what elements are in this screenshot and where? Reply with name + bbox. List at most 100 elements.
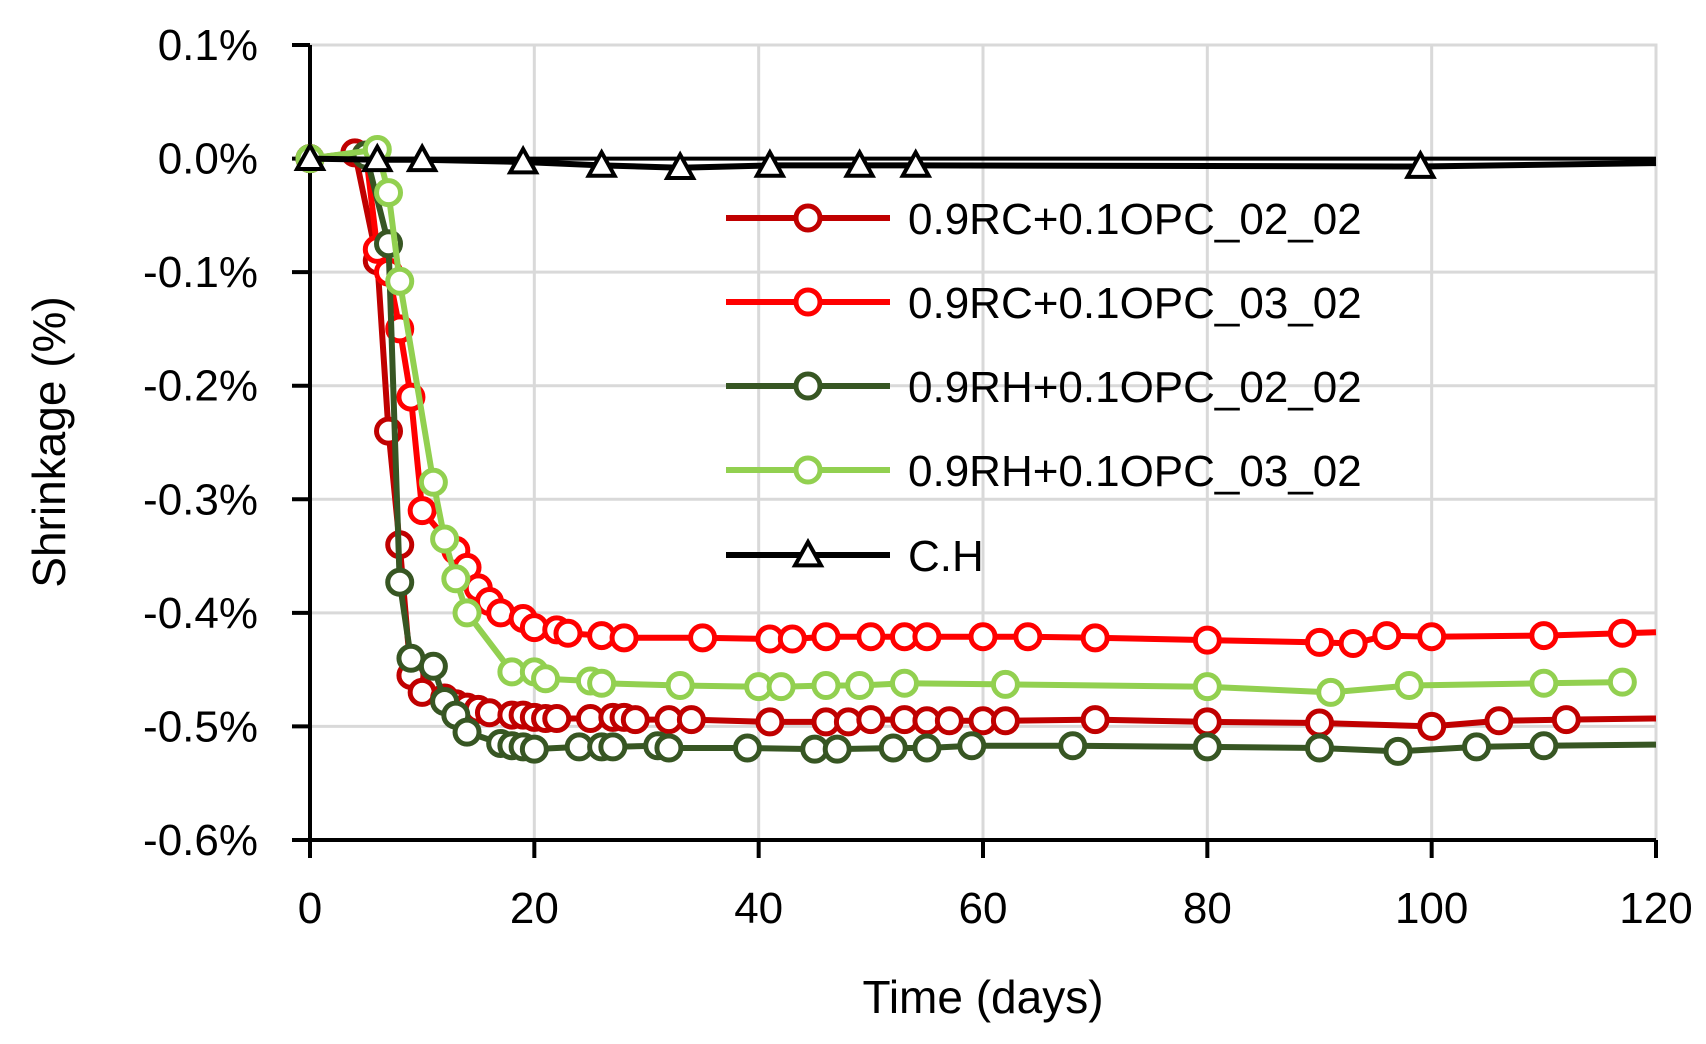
series-3 [295,140,1657,766]
data-point [1316,677,1346,707]
y-axis-title: Shrinkage (%) [23,296,75,587]
legend-label: 0.9RC+0.1OPC_03_02 [908,279,1362,328]
data-point [1404,149,1437,179]
data-point [878,733,908,763]
data-point [1462,732,1492,762]
data-point [519,734,549,764]
data-point [753,148,787,178]
legend-label: 0.9RC+0.1OPC_02_02 [908,195,1362,244]
legend-marker [793,371,823,401]
legend-marker [793,203,823,233]
legend-entry: 0.9RC+0.1OPC_03_02 [726,279,1362,328]
data-point [777,624,807,654]
y-tick-label: -0.4% [143,589,258,638]
data-point [889,668,919,698]
data-point [856,705,886,735]
data-point [843,148,877,178]
data-point [811,622,841,652]
series-4 [295,134,1637,707]
data-point [1529,731,1559,761]
data-point [407,496,437,526]
data-point [957,731,987,761]
y-tick-label: -0.1% [143,248,258,297]
data-point [1484,706,1514,736]
data-point [1417,622,1447,652]
series-5 [293,141,1657,181]
data-point [1551,705,1581,735]
data-point [990,669,1020,699]
data-point [452,598,482,628]
data-point [1338,629,1368,659]
legend-entry: 0.9RH+0.1OPC_02_02 [726,363,1362,412]
legend-label: C.H [908,532,984,581]
data-point [418,651,448,681]
data-point [856,622,886,652]
legend-marker [793,455,823,485]
data-point [1607,618,1637,648]
data-point [1013,622,1043,652]
data-point [845,671,875,701]
data-point [663,150,697,181]
x-axis-title: Time (days) [862,971,1103,1023]
x-tick-label: 60 [959,884,1008,933]
data-point [1192,732,1222,762]
y-tick-label: -0.3% [143,475,258,524]
legend-marker [793,287,823,317]
data-point [385,266,415,296]
x-tick-label: 20 [510,884,559,933]
data-point [1192,672,1222,702]
data-point [688,623,718,653]
data-point [654,733,684,763]
x-tick-label: 40 [734,884,783,933]
data-point [1305,733,1334,763]
data-point [811,671,841,701]
axes: 0.1% 0.0% -0.1% -0.2% -0.3% -0.4% -0.5% -0.6% 0 2… [143,21,1693,933]
data-point [665,671,695,701]
data-point [766,672,796,702]
data-point [1305,708,1334,738]
data-point [506,144,540,175]
data-point [1529,621,1559,651]
data-point [822,734,852,764]
legend-marker [791,537,825,568]
data-point [732,733,762,763]
data-point [441,564,471,594]
data-point [912,733,942,763]
data-point [587,668,617,698]
y-tick-label: 0.1% [158,21,258,70]
x-tick-label: 80 [1183,884,1232,933]
data-point [360,142,394,173]
data-point [531,664,561,694]
data-point [418,467,448,497]
data-point [912,622,942,652]
legend-entry: 0.9RC+0.1OPC_02_02 [726,195,1362,244]
legend-label: 0.9RH+0.1OPC_02_02 [908,363,1362,412]
data-point [755,707,785,737]
data-point [553,618,583,648]
data-point [1080,705,1110,735]
data-point [293,141,327,171]
data-point [968,622,998,652]
data-point [1305,627,1334,657]
data-point [1058,731,1088,761]
y-tick-label: -0.5% [143,702,258,751]
legend-entry: 0.9RH+0.1OPC_03_02 [726,447,1362,496]
data-point [1372,621,1402,651]
data-point [990,706,1020,736]
y-tick-label: 0.0% [158,135,258,184]
data-point [1192,707,1222,737]
data-series [293,134,1657,766]
data-point [585,148,619,178]
x-tick-label: 0 [298,884,322,933]
data-point [542,703,572,733]
y-tick-label: -0.2% [143,362,258,411]
data-point [899,148,933,178]
y-tick-label: -0.6% [143,816,258,865]
data-point [598,732,628,762]
data-point [609,623,639,653]
legend: 0.9RC+0.1OPC_02_02 0.9RC+0.1OPC_03_02 0.9R… [726,195,1362,581]
data-point [452,717,482,747]
data-point [1192,625,1222,655]
x-tick-label: 100 [1395,884,1468,933]
